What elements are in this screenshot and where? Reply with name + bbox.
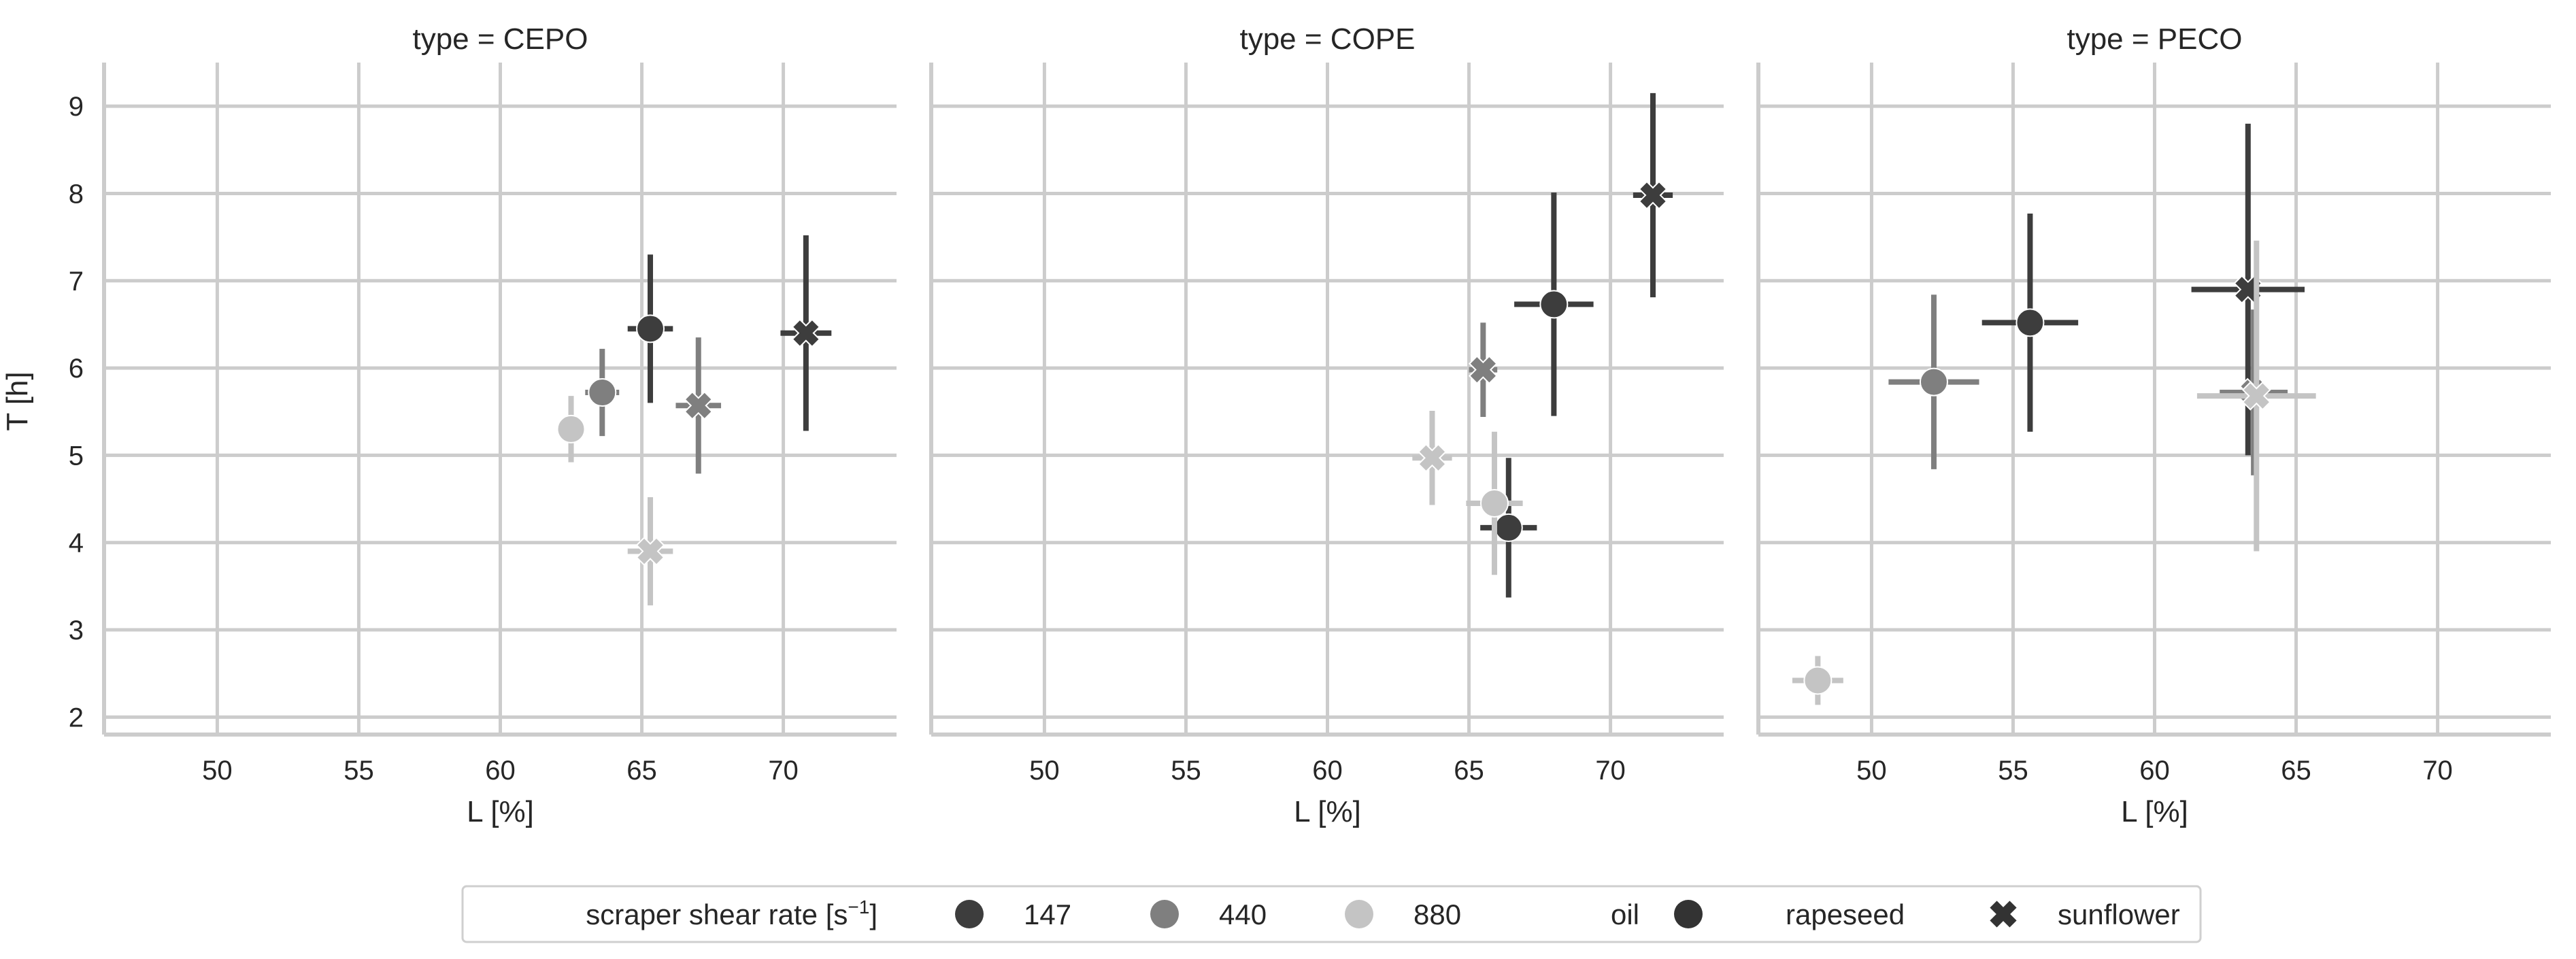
x-tick-label: 70	[1595, 756, 1626, 786]
legend-marker	[1345, 900, 1373, 928]
legend-hue-title: scraper shear rate [s−1]	[586, 896, 877, 930]
circle-marker	[556, 414, 586, 443]
x-tick-label: 55	[1171, 756, 1201, 786]
data-point-rapeseed-880	[1466, 431, 1523, 575]
x-tick-label: 60	[2139, 756, 2170, 786]
x-tick-label: 65	[626, 756, 657, 786]
legend-entry-440: 440	[1150, 898, 1267, 930]
legend-label: rapeseed	[1786, 898, 1905, 930]
data-point-rapeseed-880	[1792, 656, 1843, 705]
legend-marker	[1674, 900, 1703, 928]
legend-style-entries: rapeseed sunflower	[1674, 898, 2180, 930]
x-tick-label: 70	[768, 756, 799, 786]
legend-hue-title-superscript: −1	[848, 896, 869, 918]
x-tick-label: 55	[344, 756, 374, 786]
legend-label: sunflower	[2058, 898, 2180, 930]
x-axis-title: L [%]	[1294, 795, 1361, 828]
panel-3: 50 55 60 65 70 type = PECO L [%]	[1756, 22, 2551, 828]
x-marker	[684, 390, 714, 420]
legend-marker	[955, 900, 984, 928]
circle-marker	[1479, 488, 1509, 518]
legend-label: 440	[1219, 898, 1267, 930]
x-marker	[791, 318, 821, 348]
data-point-rapeseed-440	[585, 348, 620, 437]
y-tick-label: 8	[69, 179, 84, 209]
panel-1: 50 55 60 65 70 2 3 4 5 6 7 8 9 type = CEPO L [%]	[69, 22, 897, 828]
data-point-sunflower-880	[627, 497, 673, 606]
panel-title: type = CEPO	[412, 22, 588, 56]
data-point-sunflower-147	[1633, 92, 1673, 298]
circle-marker	[636, 314, 665, 343]
circle-marker	[1803, 666, 1833, 695]
grid	[104, 63, 897, 735]
data-point-sunflower-880	[2196, 240, 2316, 552]
x-axis-title: L [%]	[467, 795, 534, 828]
legend-entry-147: 147	[955, 898, 1071, 930]
x-tick-label: 50	[1856, 756, 1887, 786]
legend-entry-880: 880	[1345, 898, 1461, 930]
legend-frame	[461, 885, 2202, 943]
legend-marker	[1150, 900, 1179, 928]
circle-marker	[1919, 367, 1948, 397]
legend-hue-entries: 147 440 880	[955, 898, 1461, 930]
legend-label: 880	[1414, 898, 1461, 930]
legend-label: 147	[1024, 898, 1071, 930]
x-marker	[1638, 180, 1668, 210]
legend: scraper shear rate [s−1] 147 440 880 oil r…	[461, 885, 2202, 943]
x-tick-label: 65	[1454, 756, 1484, 786]
y-tick-label: 5	[69, 441, 84, 471]
x-tick-label: 60	[485, 756, 516, 786]
legend-style-title: oil	[1611, 898, 1639, 930]
x-tick-label: 70	[2422, 756, 2453, 786]
data-point-rapeseed-147	[1480, 458, 1537, 598]
data-point-sunflower-440	[675, 337, 722, 474]
x-marker	[635, 537, 665, 566]
data-point-rapeseed-440	[1888, 295, 1979, 469]
x-tick-label: 55	[1998, 756, 2028, 786]
data-point-sunflower-147	[780, 235, 832, 431]
data-point-sunflower-880	[1412, 410, 1452, 505]
data-point-rapeseed-880	[556, 396, 586, 462]
circle-marker	[2015, 308, 2045, 337]
y-axis-title: T [h]	[1, 371, 34, 431]
y-tick-label: 3	[69, 616, 84, 645]
data-point-rapeseed-147	[627, 254, 673, 403]
y-tick-label: 4	[69, 528, 84, 558]
y-tick-label: 9	[69, 92, 84, 122]
legend-marker	[1988, 898, 2019, 930]
x-tick-label: 60	[1312, 756, 1343, 786]
x-marker	[1468, 355, 1498, 385]
facet-panels: 50 55 60 65 70 2 3 4 5 6 7 8 9 type = CEPO L [%] 50 55 60…	[69, 22, 2551, 828]
data-point-sunflower-440	[1468, 322, 1498, 417]
data-point-rapeseed-147	[1514, 192, 1594, 416]
grid	[1758, 63, 2551, 735]
panel-title: type = COPE	[1239, 22, 1415, 56]
grid	[931, 63, 1724, 735]
panel-title: type = PECO	[2067, 22, 2242, 56]
y-tick-label: 7	[69, 267, 84, 297]
x-axis-title: L [%]	[2121, 795, 2188, 828]
x-tick-label: 50	[1029, 756, 1060, 786]
circle-marker	[588, 378, 617, 407]
legend-entry-sunflower: sunflower	[1988, 898, 2180, 930]
x-marker	[1418, 443, 1447, 473]
data-point-rapeseed-147	[1981, 213, 2079, 432]
circle-marker	[1539, 290, 1569, 319]
x-tick-label: 65	[2281, 756, 2311, 786]
circle-marker	[1494, 513, 1523, 542]
panel-2: 50 55 60 65 70 type = COPE L [%]	[929, 22, 1724, 828]
y-tick-label: 6	[69, 354, 84, 384]
y-tick-label: 2	[69, 703, 84, 733]
legend-entry-rapeseed: rapeseed	[1674, 898, 1905, 930]
x-tick-label: 50	[202, 756, 233, 786]
x-marker	[2241, 381, 2271, 411]
